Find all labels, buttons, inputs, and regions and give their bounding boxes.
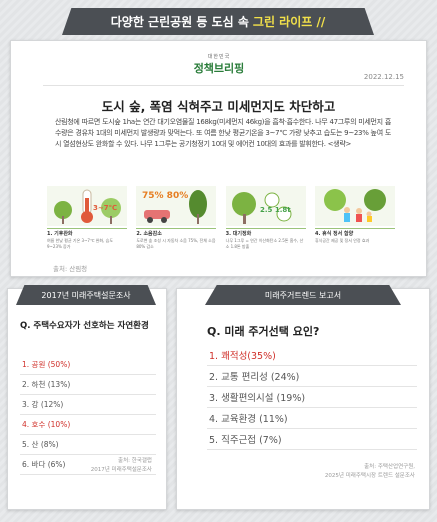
- infographic-item: 3~7℃ 1. 기후완화 여름 한낮 평균 기온 3~7℃ 완화, 습도 9~2…: [47, 186, 127, 264]
- article-body: 산림청에 따르면 도시숲 1ha는 연간 대기오염물질 168kg(미세먼지 4…: [55, 118, 391, 148]
- infographic-item: 4. 휴식 정서 함양 휴식공간 제공 및 정서 안정 효과: [314, 186, 395, 264]
- survey-card-right: 미래주거트렌드 보고서 Q. 미래 주거선택 요인? 1. 쾌적성(35%) 2…: [176, 285, 430, 510]
- list-item: 4. 호수 (10%): [20, 415, 156, 435]
- family-icon: [314, 186, 395, 226]
- list-item: 2. 하천 (13%): [20, 375, 156, 395]
- car-tree-icon: 75% 80%: [136, 186, 217, 226]
- info-desc: 휴식공간 제공 및 정서 안정 효과: [314, 238, 370, 243]
- list-item: 5. 직주근접 (7%): [207, 429, 417, 450]
- info-figure: 75% 80%: [142, 191, 188, 201]
- info-desc: 나무 1그루 = 연간 이산화탄소 2.5톤 흡수, 산소 1.8톤 방출: [225, 238, 304, 249]
- article-date: 2022.12.15: [363, 73, 404, 81]
- banner-text: 다양한 근린공원 등 도심 속: [110, 15, 249, 29]
- info-desc: 여름 한낮 평균 기온 3~7℃ 완화, 습도 9~23% 증가: [47, 238, 113, 249]
- article-card: 대한민국 정책브리핑 2022.12.15 도시 숲, 폭염 식혀주고 미세먼지…: [10, 40, 427, 277]
- survey-list: 1. 쾌적성(35%) 2. 교통 편리성 (24%) 3. 생활편의시설 (1…: [207, 345, 417, 450]
- list-item: 1. 공원 (50%): [20, 355, 156, 375]
- survey-question: Q. 미래 주거선택 요인?: [207, 325, 320, 338]
- survey-source: 출처: 주택산업연구원, 2025년 미래주택시장 트렌드 설문조사: [324, 464, 415, 479]
- survey-question: Q. 주택수요자가 선호하는 자연환경: [20, 321, 149, 331]
- list-item: 2. 교통 편리성 (24%): [207, 366, 417, 387]
- survey-list: 1. 공원 (50%) 2. 하천 (13%) 3. 강 (12%) 4. 호수…: [20, 355, 156, 475]
- list-item: 1. 쾌적성(35%): [207, 345, 417, 366]
- info-figure: 2.5 1.8t: [260, 206, 291, 214]
- survey-card-left: 2017년 미래주택설문조사 Q. 주택수요자가 선호하는 자연환경 1. 공원…: [7, 285, 167, 510]
- article-source: 출처: 산림청: [53, 265, 88, 273]
- survey-tag: 미래주거트렌드 보고서: [205, 285, 401, 305]
- survey-source: 출처: 한국갤럽 2017년 미래주택설문조사: [90, 458, 152, 473]
- infographic-item: 2.5 1.8t 3. 대기정화 나무 1그루 = 연간 이산화탄소 2.5톤 …: [225, 186, 306, 264]
- info-figure: 3~7℃: [93, 204, 117, 212]
- survey-tag: 2017년 미래주택설문조사: [16, 285, 156, 305]
- thermometer-icon: 3~7℃: [47, 186, 127, 226]
- title-banner: 다양한 근린공원 등 도심 속 그린 라이프 //: [62, 8, 374, 35]
- info-desc: 도로변 숲 조성 시 자동차 소음 75%, 전체 소음 80% 감소: [136, 238, 216, 249]
- logo-small-text: 대한민국: [207, 54, 231, 60]
- info-title: 4. 휴식 정서 함양: [314, 228, 395, 237]
- infographic: 3~7℃ 1. 기후완화 여름 한낮 평균 기온 3~7℃ 완화, 습도 9~2…: [47, 186, 395, 264]
- list-item: 5. 산 (8%): [20, 435, 156, 455]
- briefing-logo: 대한민국 정책브리핑: [189, 53, 249, 76]
- list-item: 3. 강 (12%): [20, 395, 156, 415]
- list-item: 6. 바다 (6%): [20, 455, 156, 475]
- divider: [43, 85, 404, 86]
- list-item: 4. 교육환경 (11%): [207, 408, 417, 429]
- info-title: 3. 대기정화: [225, 228, 306, 237]
- list-item: 3. 생활편의시설 (19%): [207, 387, 417, 408]
- logo-main-text: 정책브리핑: [193, 62, 245, 75]
- info-title: 2. 소음감소: [136, 228, 217, 237]
- infographic-item: 75% 80% 2. 소음감소 도로변 숲 조성 시 자동차 소음 75%, 전…: [136, 186, 217, 264]
- article-headline: 도시 숲, 폭염 식혀주고 미세먼지도 차단하고: [101, 99, 336, 114]
- info-title: 1. 기후완화: [47, 228, 127, 237]
- tree-2-5-icon: 2.5 1.8t: [225, 186, 306, 226]
- banner-accent-text: 그린 라이프 //: [252, 15, 326, 29]
